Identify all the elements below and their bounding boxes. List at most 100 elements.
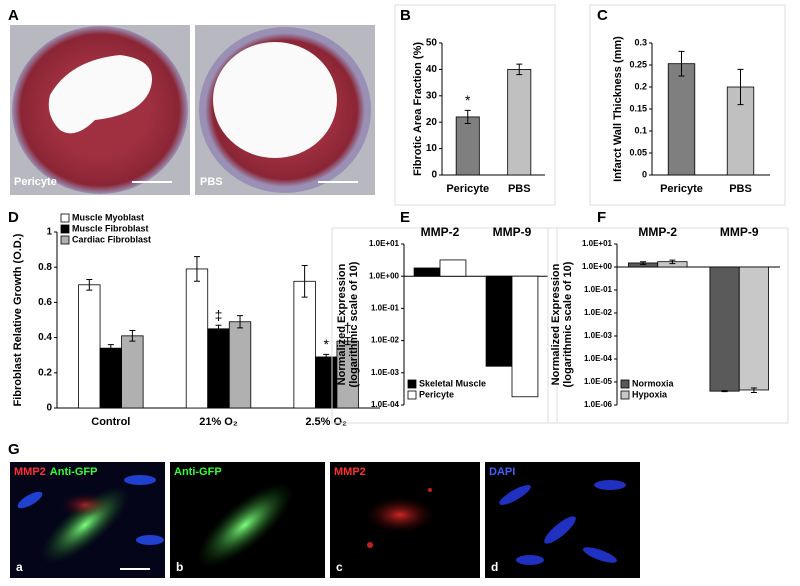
category-label: Control	[91, 416, 130, 428]
bar	[455, 116, 480, 176]
legend-label: Skeletal Muscle	[419, 378, 486, 388]
annotation: *	[465, 92, 471, 108]
y-tick-label: 0.4	[38, 332, 52, 343]
legend-label: Cardiac Fibroblast	[72, 234, 151, 244]
bar	[709, 266, 740, 392]
y-tick-label: 0	[431, 170, 437, 181]
y-tick-label: 1.0E-02	[371, 336, 400, 345]
legend-label: Normoxia	[632, 378, 675, 388]
category-label: PBS	[729, 183, 752, 195]
category-label: MMP-9	[493, 225, 532, 239]
annotation: *	[323, 336, 329, 352]
y-axis-label: (logarithmic scale of 10)	[562, 261, 574, 387]
error-bar	[215, 324, 222, 333]
image-caption: Pericyte	[14, 176, 57, 188]
legend-swatch	[620, 390, 630, 400]
tile-letter: d	[491, 560, 498, 574]
annotation: †	[344, 319, 352, 335]
bar	[78, 284, 101, 409]
error-bar	[344, 337, 351, 346]
legend-swatch	[407, 390, 417, 400]
error-bar	[516, 63, 523, 76]
legend-swatch	[407, 379, 417, 389]
bar	[228, 321, 252, 409]
annotation: ‡	[215, 307, 223, 323]
y-tick-label: 1.0E+01	[369, 239, 400, 248]
micrograph	[170, 462, 325, 578]
image-caption: PBS	[200, 176, 223, 188]
panel-letter: E	[400, 209, 410, 226]
bar	[207, 328, 230, 409]
legend-label: Hypoxia	[632, 389, 668, 399]
category-label: PBS	[508, 183, 531, 195]
tile-letter: c	[336, 560, 343, 574]
error-bar	[86, 279, 93, 291]
y-tick-label: 0.3	[634, 37, 647, 47]
y-axis-label: Normalized Expression	[550, 263, 562, 385]
error-bar	[721, 390, 728, 393]
panel-letter: C	[597, 7, 608, 24]
tile-letter: b	[176, 560, 183, 574]
panel-letter: G	[8, 441, 20, 458]
bar	[667, 63, 696, 176]
category-label: Pericyte	[446, 183, 489, 195]
error-bar	[678, 50, 685, 77]
y-tick-label: 0.05	[629, 147, 647, 157]
stain-label: Anti-GFP	[174, 466, 222, 478]
y-tick-label: 0.8	[38, 262, 52, 273]
error-bar	[464, 109, 471, 125]
error-bar	[640, 261, 647, 265]
y-tick-label: 1.0E-06	[584, 400, 613, 409]
y-tick-label: 1.0E-02	[584, 308, 613, 317]
stain-label: MMP2	[14, 466, 46, 478]
error-bar	[737, 68, 744, 106]
y-tick-label: 1.0E+01	[582, 239, 613, 248]
bar	[485, 275, 513, 367]
y-tick-label: 0.6	[38, 297, 52, 308]
category-label: MMP-2	[638, 225, 677, 239]
panel-frame	[394, 4, 556, 206]
error-bar	[237, 315, 244, 329]
bar	[293, 280, 316, 409]
category-label: 2.5% O₂	[305, 416, 347, 428]
bar	[185, 268, 209, 409]
stain-label: DAPI	[489, 466, 515, 478]
bar	[507, 69, 532, 176]
error-bar	[193, 256, 200, 282]
y-tick-label: 1.0E-03	[584, 331, 613, 340]
bar	[511, 275, 539, 398]
y-tick-label: 1.0E-05	[584, 377, 613, 386]
legend-swatch	[620, 379, 630, 389]
y-axis-label: Normalized Expression	[336, 263, 348, 385]
micrograph	[485, 462, 640, 578]
y-tick-label: 20	[426, 117, 438, 128]
category-label: Pericyte	[660, 183, 703, 195]
error-bar	[750, 387, 757, 393]
y-tick-label: 30	[426, 90, 438, 101]
category-label: MMP-2	[421, 225, 460, 239]
bar	[121, 335, 144, 409]
legend-label: Pericyte	[419, 389, 454, 399]
y-tick-label: 10	[426, 143, 438, 154]
y-tick-label: 1.0E-04	[371, 400, 400, 409]
error-bar	[129, 330, 136, 342]
y-tick-label: 1.0E-01	[371, 304, 400, 313]
y-tick-label: 1.0E-03	[371, 368, 400, 377]
bar	[314, 356, 338, 409]
y-axis-label: Infarct Wall Thickness (mm)	[612, 36, 624, 182]
micrograph	[330, 462, 480, 578]
y-tick-label: 0	[642, 169, 647, 179]
y-tick-label: 1.0E+00	[369, 271, 400, 280]
error-bar	[107, 344, 114, 353]
micrograph: Pericyte	[10, 25, 190, 195]
panel-frame	[589, 4, 786, 206]
legend-swatch	[60, 213, 70, 223]
stain-label: Anti-GFP	[50, 466, 98, 478]
category-label: 21% O₂	[199, 416, 238, 428]
legend-label: Muscle Fibroblast	[72, 223, 149, 233]
stain-label: MMP2	[334, 466, 366, 478]
legend-swatch	[60, 224, 70, 234]
error-bar	[323, 353, 330, 361]
y-axis-label: (logarithmic scale of 10)	[348, 261, 360, 387]
